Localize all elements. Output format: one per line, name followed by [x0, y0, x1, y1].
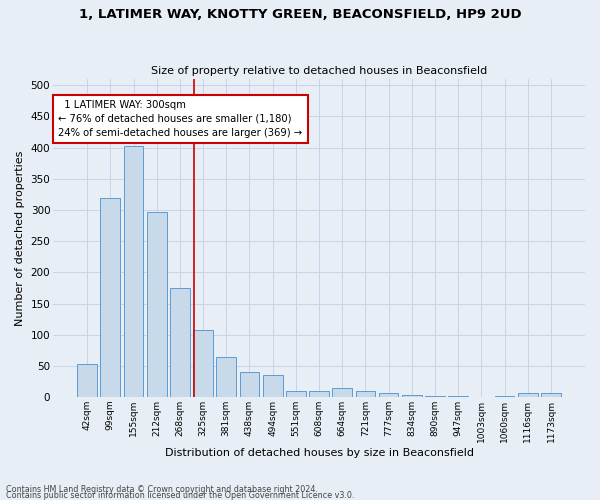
Bar	[425, 396, 445, 397]
Bar	[332, 388, 352, 397]
Bar	[239, 372, 259, 397]
Bar	[263, 374, 283, 397]
Text: Contains public sector information licensed under the Open Government Licence v3: Contains public sector information licen…	[6, 490, 355, 500]
Bar	[77, 364, 97, 397]
Text: Contains HM Land Registry data © Crown copyright and database right 2024.: Contains HM Land Registry data © Crown c…	[6, 484, 318, 494]
Bar	[100, 198, 120, 397]
Text: 1, LATIMER WAY, KNOTTY GREEN, BEACONSFIELD, HP9 2UD: 1, LATIMER WAY, KNOTTY GREEN, BEACONSFIE…	[79, 8, 521, 20]
Bar	[402, 394, 422, 397]
Bar	[518, 394, 538, 397]
Bar	[170, 288, 190, 397]
Bar	[541, 394, 561, 397]
Bar	[217, 356, 236, 397]
Bar	[309, 392, 329, 397]
Bar	[379, 394, 398, 397]
X-axis label: Distribution of detached houses by size in Beaconsfield: Distribution of detached houses by size …	[164, 448, 473, 458]
Text: 1 LATIMER WAY: 300sqm
← 76% of detached houses are smaller (1,180)
24% of semi-d: 1 LATIMER WAY: 300sqm ← 76% of detached …	[58, 100, 302, 138]
Bar	[448, 396, 468, 397]
Bar	[286, 391, 306, 397]
Title: Size of property relative to detached houses in Beaconsfield: Size of property relative to detached ho…	[151, 66, 487, 76]
Bar	[495, 396, 514, 397]
Bar	[193, 330, 213, 397]
Bar	[124, 146, 143, 397]
Bar	[147, 212, 167, 397]
Bar	[356, 392, 375, 397]
Y-axis label: Number of detached properties: Number of detached properties	[15, 150, 25, 326]
